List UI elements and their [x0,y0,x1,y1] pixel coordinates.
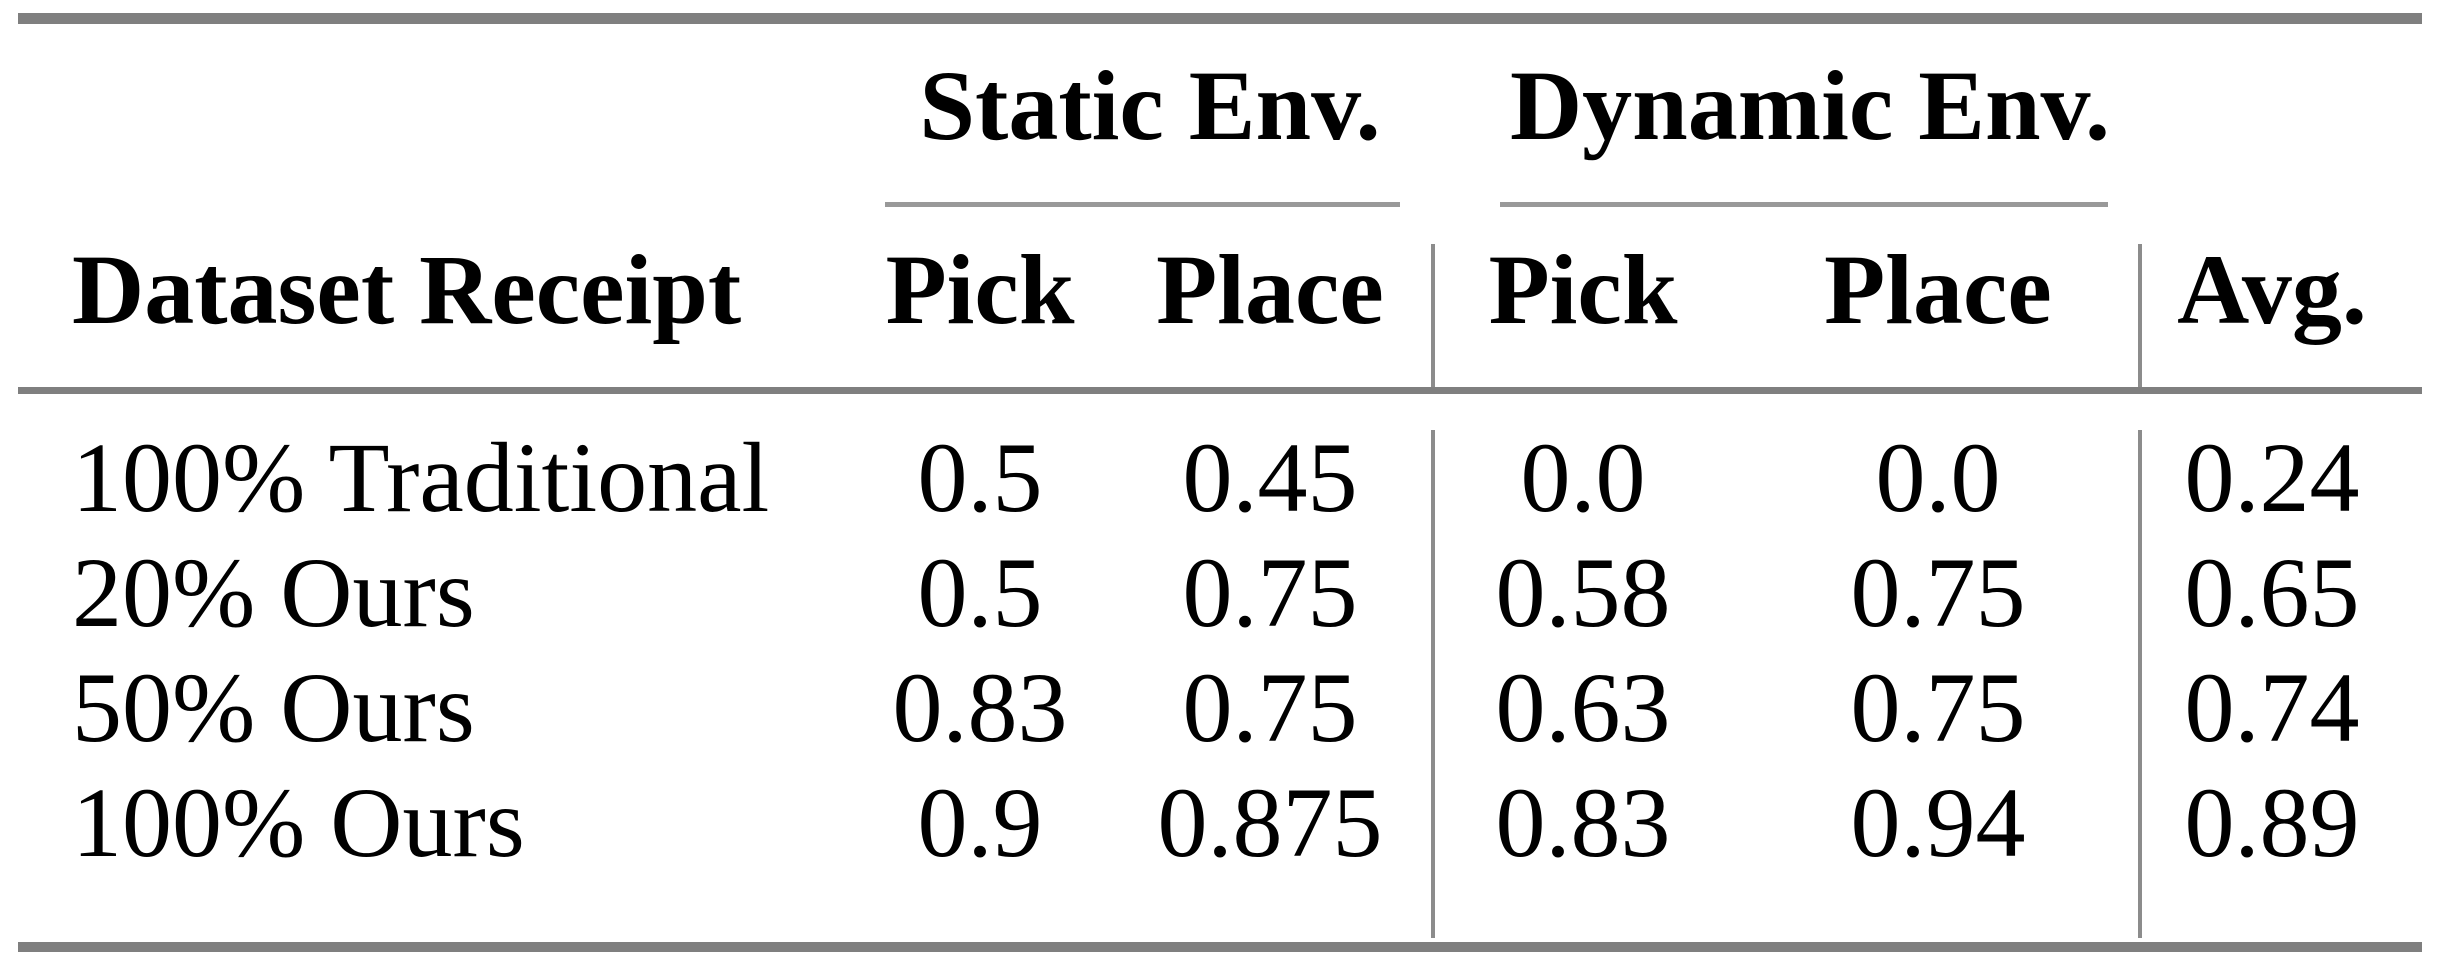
row-label: 50% Ours [72,652,475,763]
cell-dynamic-pick: 0.63 [1495,652,1671,763]
cmidrule-dynamic-env [1500,202,2108,207]
cell-static-place: 0.75 [1182,652,1358,763]
cmidrule-static-env [885,202,1400,207]
vertical-separator-2-header [2138,244,2142,387]
column-header-dynamic-place: Place [1824,234,2052,345]
cell-static-place: 0.75 [1182,537,1358,648]
column-header-dynamic-pick: Pick [1488,234,1678,345]
table-header-rule [18,387,2422,394]
table-top-rule [18,13,2422,24]
cell-static-pick: 0.5 [917,422,1043,533]
row-label: 100% Traditional [72,422,770,533]
cell-dynamic-pick: 0.0 [1520,422,1646,533]
cell-dynamic-place: 0.94 [1850,767,2026,878]
group-header-static-env: Static Env. [919,50,1381,161]
cell-avg: 0.74 [2184,652,2360,763]
row-label: 100% Ours [72,767,525,878]
cell-dynamic-pick: 0.58 [1495,537,1671,648]
cell-dynamic-pick: 0.83 [1495,767,1671,878]
column-header-static-place: Place [1156,234,1384,345]
cell-static-place: 0.45 [1182,422,1358,533]
column-header-avg: Avg. [2177,234,2367,345]
cell-static-pick: 0.5 [917,537,1043,648]
cell-avg: 0.24 [2184,422,2360,533]
column-header-dataset-receipt: Dataset Receipt [72,234,742,345]
cell-static-place: 0.875 [1157,767,1383,878]
cell-static-pick: 0.9 [917,767,1043,878]
cell-dynamic-place: 0.75 [1850,537,2026,648]
cell-avg: 0.65 [2184,537,2360,648]
cell-static-pick: 0.83 [892,652,1068,763]
cell-avg: 0.89 [2184,767,2360,878]
group-header-dynamic-env: Dynamic Env. [1509,50,2111,161]
vertical-separator-2-body [2138,430,2142,938]
table-bottom-rule [18,942,2422,952]
column-header-static-pick: Pick [885,234,1075,345]
row-label: 20% Ours [72,537,475,648]
vertical-separator-1-header [1431,244,1435,387]
cell-dynamic-place: 0.75 [1850,652,2026,763]
vertical-separator-1-body [1431,430,1435,938]
cell-dynamic-place: 0.0 [1875,422,2001,533]
